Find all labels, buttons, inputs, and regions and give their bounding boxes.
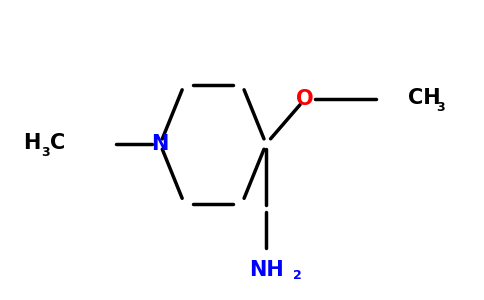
Text: 3: 3 xyxy=(41,146,49,159)
Text: CH: CH xyxy=(408,88,440,108)
Text: NH: NH xyxy=(249,260,284,280)
Text: N: N xyxy=(151,134,169,154)
Text: H: H xyxy=(23,133,41,153)
Text: O: O xyxy=(296,89,313,110)
Text: 2: 2 xyxy=(293,269,302,282)
Text: C: C xyxy=(49,133,65,153)
Text: 3: 3 xyxy=(436,101,445,114)
